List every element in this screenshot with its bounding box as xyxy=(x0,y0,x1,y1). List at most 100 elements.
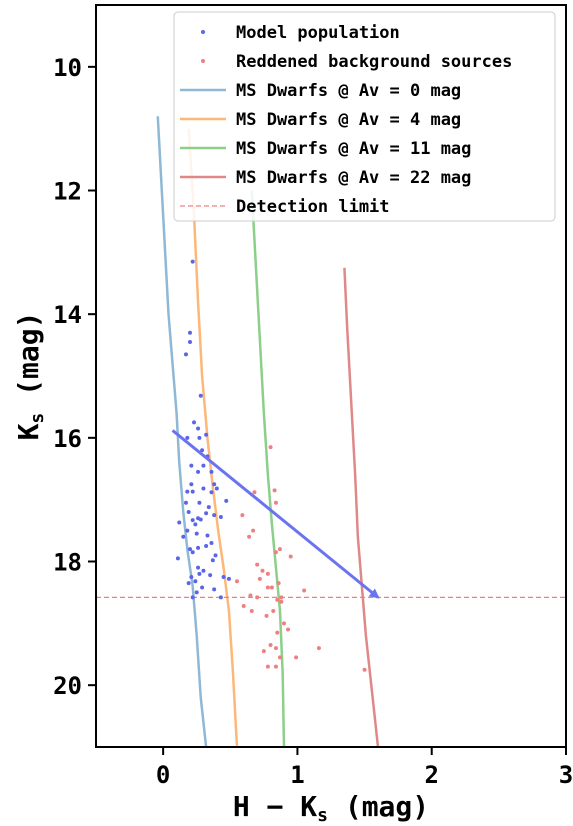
legend-marker xyxy=(201,30,205,34)
scatter-point xyxy=(193,522,198,527)
scatter-point xyxy=(214,486,219,491)
scatter-point xyxy=(196,469,201,474)
scatter-point xyxy=(273,500,278,505)
scatter-point xyxy=(181,534,186,539)
scatter-point xyxy=(189,574,194,579)
y-tick-label: 20 xyxy=(53,672,82,700)
legend-label: Detection limit xyxy=(236,197,390,217)
scatter-point xyxy=(268,642,273,647)
scatter-point xyxy=(185,435,190,440)
scatter-point xyxy=(316,646,321,651)
scatter-point xyxy=(265,585,270,590)
scatter-point xyxy=(241,604,246,609)
scatter-point xyxy=(177,520,182,525)
scatter-point xyxy=(185,528,190,533)
scatter-point xyxy=(193,579,198,584)
y-axis-label: Ks (mag) xyxy=(12,312,48,441)
x-tick-label: 1 xyxy=(290,761,304,789)
scatter-point xyxy=(204,544,209,549)
scatter-point xyxy=(188,330,192,335)
scatter-point xyxy=(204,432,209,437)
scatter-point xyxy=(282,621,286,626)
scatter-point xyxy=(264,613,269,618)
legend-label: MS Dwarfs @ Av = 0 mag xyxy=(236,81,461,101)
series-line xyxy=(156,116,208,747)
scatter-point xyxy=(197,435,202,440)
scatter-point xyxy=(248,593,253,598)
y-tick-label: 12 xyxy=(53,178,82,206)
scatter-point xyxy=(204,511,209,516)
scatter-point xyxy=(247,534,252,539)
scatter-point xyxy=(251,528,256,533)
scatter-point xyxy=(210,558,215,563)
scatter-point xyxy=(221,574,226,579)
x-axis-label: H − Ks (mag) xyxy=(233,790,429,826)
scatter-point xyxy=(201,568,206,573)
scatter-point xyxy=(273,646,278,651)
scatter-point xyxy=(273,664,278,669)
scatter-point xyxy=(213,553,218,558)
scatter-point xyxy=(198,517,203,522)
scatter-point xyxy=(208,573,213,578)
scatter-point xyxy=(190,489,195,494)
scatter-point xyxy=(286,627,291,632)
scatter-point xyxy=(212,482,217,487)
scatter-point xyxy=(212,587,217,592)
legend-label: MS Dwarfs @ Av = 4 mag xyxy=(236,110,461,130)
scatter-point xyxy=(212,513,217,518)
scatter-point xyxy=(190,595,195,600)
y-tick-label: 14 xyxy=(53,301,82,329)
legend-label: Model population xyxy=(236,23,400,43)
scatter-point xyxy=(277,655,282,660)
scatter-point xyxy=(249,608,254,613)
scatter-point xyxy=(257,576,262,581)
scatter-point xyxy=(190,259,195,264)
scatter-point xyxy=(189,482,194,487)
legend-label: MS Dwarfs @ Av = 22 mag xyxy=(236,168,471,188)
scatter-point xyxy=(226,576,231,581)
scatter-point xyxy=(209,490,214,495)
scatter-point xyxy=(276,581,281,586)
scatter-point xyxy=(188,547,192,552)
x-tick-label: 3 xyxy=(559,761,573,789)
scatter-point xyxy=(196,426,201,431)
series-line xyxy=(250,190,286,747)
scatter-point xyxy=(302,588,307,593)
scatter-point xyxy=(190,518,195,523)
scatter-point xyxy=(192,420,197,425)
scatter-point xyxy=(279,595,284,600)
scatter-point xyxy=(224,498,229,503)
series-line xyxy=(187,128,239,747)
scatter-point xyxy=(268,445,273,450)
scatter-point xyxy=(288,554,293,559)
scatter-point xyxy=(186,510,191,515)
scatter-point xyxy=(201,463,206,468)
reddening-vector-arrow xyxy=(171,429,380,599)
scatter-point xyxy=(190,550,195,555)
scatter-point xyxy=(188,339,192,344)
scatter-point xyxy=(255,562,260,567)
scatter-point xyxy=(277,547,282,552)
scatter-point xyxy=(183,500,188,505)
scatter-point xyxy=(235,579,239,584)
scatter-point xyxy=(201,486,206,491)
scatter-point xyxy=(269,585,274,590)
scatter-point xyxy=(185,489,190,494)
x-tick-label: 2 xyxy=(424,761,438,789)
scatter-point xyxy=(175,556,180,561)
legend-label: MS Dwarfs @ Av = 11 mag xyxy=(236,139,471,159)
scatter-point xyxy=(200,585,205,590)
scatter-point xyxy=(209,469,214,474)
scatter-point xyxy=(294,655,299,660)
scatter-point xyxy=(183,352,188,357)
scatter-point xyxy=(275,597,280,602)
scatter-point xyxy=(260,568,265,573)
scatter-point xyxy=(261,649,266,654)
x-tick-label: 0 xyxy=(156,761,170,789)
scatter-point xyxy=(197,571,202,576)
scatter-point xyxy=(198,393,203,398)
scatter-point xyxy=(240,513,245,518)
scatter-point xyxy=(279,599,284,604)
